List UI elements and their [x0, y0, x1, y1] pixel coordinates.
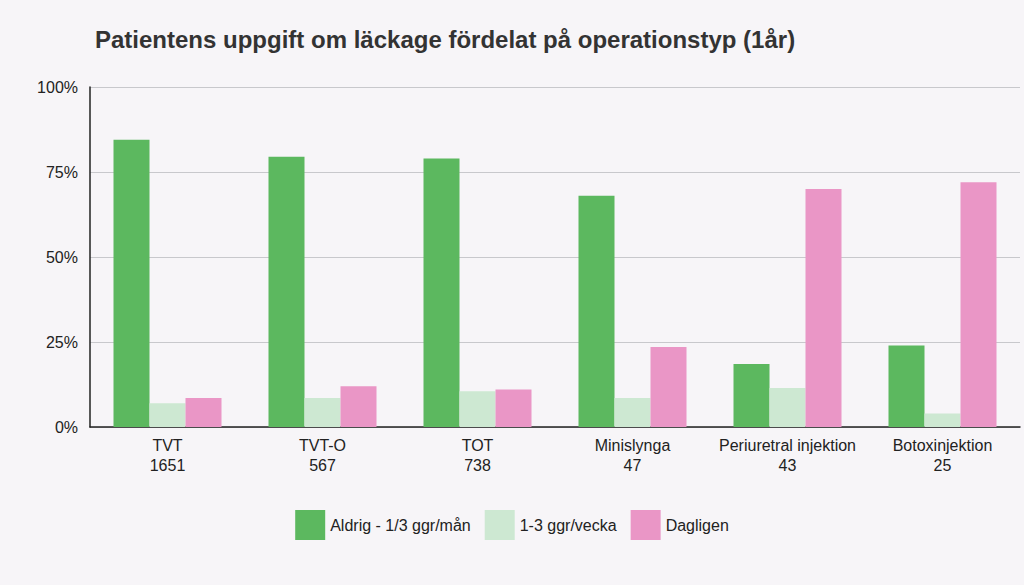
svg-text:Aldrig - 1/3 ggr/mån: Aldrig - 1/3 ggr/mån [330, 517, 471, 534]
svg-text:25%: 25% [46, 334, 78, 351]
svg-text:TOT: TOT [462, 437, 494, 454]
svg-text:Botoxinjektion: Botoxinjektion [893, 437, 993, 454]
svg-text:43: 43 [779, 457, 797, 474]
svg-text:TVT: TVT [152, 437, 182, 454]
svg-text:TVT-O: TVT-O [299, 437, 346, 454]
svg-text:100%: 100% [37, 79, 78, 96]
svg-text:75%: 75% [46, 164, 78, 181]
svg-text:Periuretral injektion: Periuretral injektion [719, 437, 856, 454]
svg-text:738: 738 [464, 457, 491, 474]
svg-text:1651: 1651 [150, 457, 186, 474]
svg-text:0%: 0% [55, 419, 78, 436]
svg-text:47: 47 [624, 457, 642, 474]
svg-text:1-3 ggr/vecka: 1-3 ggr/vecka [520, 517, 617, 534]
svg-text:567: 567 [309, 457, 336, 474]
svg-text:50%: 50% [46, 249, 78, 266]
svg-text:Dagligen: Dagligen [666, 517, 729, 534]
svg-text:25: 25 [934, 457, 952, 474]
svg-text:Minislynga: Minislynga [595, 437, 671, 454]
svg-text:Patientens uppgift om läckage: Patientens uppgift om läckage fördelat p… [95, 26, 795, 53]
